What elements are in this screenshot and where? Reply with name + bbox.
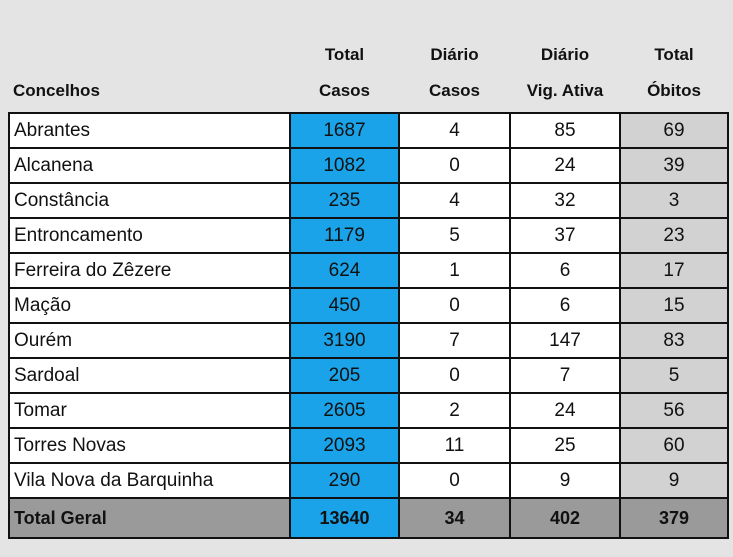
cell-diario-casos: 0 — [398, 357, 511, 394]
header-diario-vig-line2: Vig. Ativa — [526, 81, 604, 100]
table-row: Ferreira do Zêzere 624 1 6 17 — [8, 252, 729, 289]
cell-total-geral-diario-vig-ativa: 402 — [509, 497, 621, 539]
cell-diario-vig-ativa: 37 — [509, 217, 621, 254]
cell-total-casos: 290 — [289, 462, 400, 499]
cell-concelho: Sardoal — [8, 357, 291, 394]
cell-total-obitos: 3 — [619, 182, 729, 219]
cell-total-casos: 205 — [289, 357, 400, 394]
cell-concelho: Tomar — [8, 392, 291, 429]
cell-concelho: Constância — [8, 182, 291, 219]
cell-concelho: Ourém — [8, 322, 291, 359]
cell-total-casos: 235 — [289, 182, 400, 219]
cell-total-casos: 624 — [289, 252, 400, 289]
table-footer: Total Geral 13640 34 402 379 — [8, 497, 729, 539]
cell-total-casos: 1082 — [289, 147, 400, 184]
table-body: Abrantes 1687 4 85 69 Alcanena 1082 0 24… — [8, 112, 729, 499]
total-geral-row: Total Geral 13640 34 402 379 — [8, 497, 729, 539]
header-diario-casos-line1: Diário — [430, 45, 479, 64]
table-row: Entroncamento 1179 5 37 23 — [8, 217, 729, 254]
cell-total-casos: 2093 — [289, 427, 400, 464]
cell-diario-casos: 1 — [398, 252, 511, 289]
cell-total-geral-casos: 13640 — [289, 497, 400, 539]
cell-total-geral-obitos: 379 — [619, 497, 729, 539]
cell-diario-vig-ativa: 9 — [509, 462, 621, 499]
cell-diario-vig-ativa: 24 — [509, 147, 621, 184]
cell-total-casos: 2605 — [289, 392, 400, 429]
cell-total-obitos: 23 — [619, 217, 729, 254]
header-diario-casos-line2: Casos — [428, 81, 481, 100]
cell-total-obitos: 56 — [619, 392, 729, 429]
cell-diario-vig-ativa: 6 — [509, 287, 621, 324]
cell-total-obitos: 17 — [619, 252, 729, 289]
cell-diario-casos: 7 — [398, 322, 511, 359]
cell-diario-casos: 0 — [398, 147, 511, 184]
header-total-obitos: Total Óbitos — [620, 37, 728, 113]
cell-concelho: Abrantes — [8, 112, 291, 149]
cell-diario-casos: 0 — [398, 287, 511, 324]
header-diario-casos: Diário Casos — [399, 37, 510, 113]
cell-concelho: Entroncamento — [8, 217, 291, 254]
header-diario-vig-line1: Diário — [540, 45, 590, 64]
cell-total-geral-diario-casos: 34 — [398, 497, 511, 539]
cell-total-obitos: 39 — [619, 147, 729, 184]
cell-total-casos: 1687 — [289, 112, 400, 149]
cell-total-obitos: 83 — [619, 322, 729, 359]
cell-diario-vig-ativa: 6 — [509, 252, 621, 289]
table-row: Torres Novas 2093 11 25 60 — [8, 427, 729, 464]
cell-diario-casos: 4 — [398, 112, 511, 149]
cell-diario-vig-ativa: 32 — [509, 182, 621, 219]
cell-total-casos: 450 — [289, 287, 400, 324]
cell-diario-vig-ativa: 24 — [509, 392, 621, 429]
cell-concelho: Torres Novas — [8, 427, 291, 464]
table-row: Abrantes 1687 4 85 69 — [8, 112, 729, 149]
cell-total-casos: 1179 — [289, 217, 400, 254]
table-row: Ourém 3190 7 147 83 — [8, 322, 729, 359]
table-row: Mação 450 0 6 15 — [8, 287, 729, 324]
cell-diario-vig-ativa: 147 — [509, 322, 621, 359]
cell-concelho: Alcanena — [8, 147, 291, 184]
cell-total-obitos: 15 — [619, 287, 729, 324]
cell-diario-casos: 2 — [398, 392, 511, 429]
table-row: Constância 235 4 32 3 — [8, 182, 729, 219]
header-total-obitos-line2: Óbitos — [647, 81, 701, 100]
header-total-casos: Total Casos — [290, 37, 399, 113]
cell-total-obitos: 60 — [619, 427, 729, 464]
header-concelhos: Concelhos — [9, 37, 290, 113]
cell-diario-vig-ativa: 25 — [509, 427, 621, 464]
header-row: Concelhos Total Casos Diário Casos Diári… — [9, 37, 728, 113]
table-row: Sardoal 205 0 7 5 — [8, 357, 729, 394]
cell-total-casos: 3190 — [289, 322, 400, 359]
table-header: Concelhos Total Casos Diário Casos Diári… — [9, 37, 728, 113]
cell-total-obitos: 5 — [619, 357, 729, 394]
table-row: Tomar 2605 2 24 56 — [8, 392, 729, 429]
cell-total-obitos: 69 — [619, 112, 729, 149]
header-total-casos-line2: Casos — [318, 81, 371, 100]
table-row: Vila Nova da Barquinha 290 0 9 9 — [8, 462, 729, 499]
covid-cases-table: Concelhos Total Casos Diário Casos Diári… — [8, 37, 729, 539]
table-row: Alcanena 1082 0 24 39 — [8, 147, 729, 184]
cell-diario-casos: 0 — [398, 462, 511, 499]
cell-diario-vig-ativa: 85 — [509, 112, 621, 149]
cell-total-obitos: 9 — [619, 462, 729, 499]
header-total-casos-line1: Total — [324, 45, 365, 64]
header-concelhos-label: Concelhos — [13, 81, 100, 100]
cell-diario-casos: 5 — [398, 217, 511, 254]
cell-diario-casos: 11 — [398, 427, 511, 464]
header-diario-vig-ativa: Diário Vig. Ativa — [510, 37, 620, 113]
header-total-obitos-line1: Total — [654, 45, 694, 64]
cell-diario-casos: 4 — [398, 182, 511, 219]
cell-total-geral-label: Total Geral — [8, 497, 291, 539]
cell-concelho: Ferreira do Zêzere — [8, 252, 291, 289]
cell-concelho: Vila Nova da Barquinha — [8, 462, 291, 499]
cell-diario-vig-ativa: 7 — [509, 357, 621, 394]
cell-concelho: Mação — [8, 287, 291, 324]
